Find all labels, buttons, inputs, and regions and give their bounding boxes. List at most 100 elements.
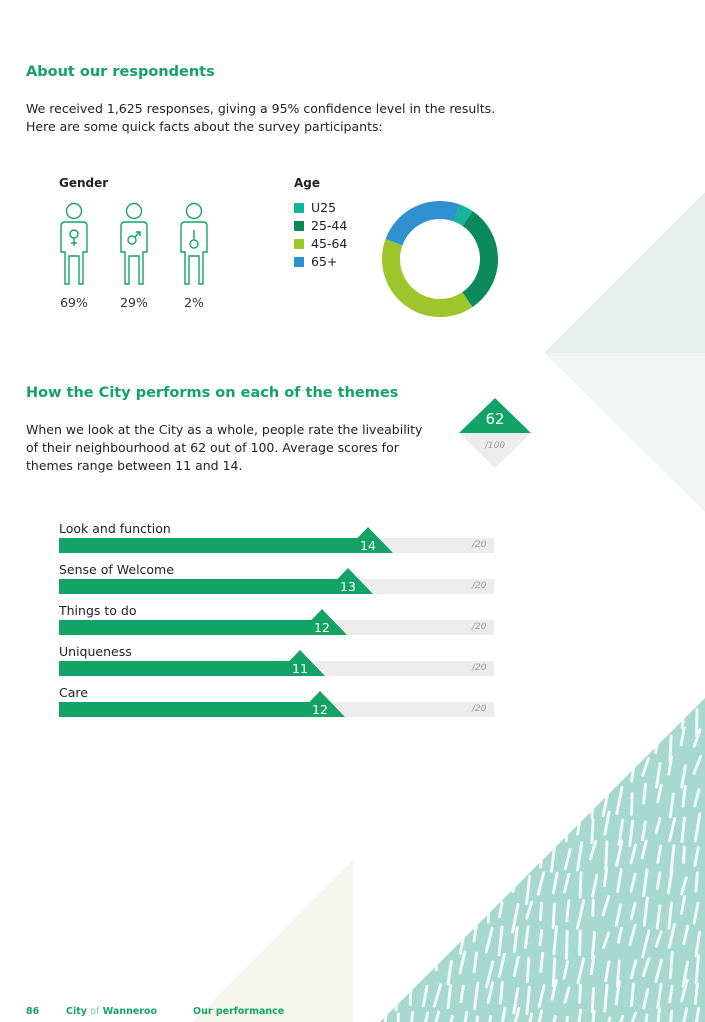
- brush-stroke: [615, 959, 621, 988]
- page-number: 86: [26, 1006, 40, 1017]
- brush-stroke: [576, 784, 583, 806]
- brush-stroke: [551, 871, 559, 895]
- brush-stroke: [604, 960, 611, 983]
- brush-stroke: [549, 761, 557, 791]
- theme-bar-score: 11: [292, 661, 308, 676]
- brush-stroke: [563, 872, 571, 894]
- brush-stroke: [679, 1007, 689, 1022]
- brush-stroke: [563, 847, 572, 871]
- theme-bar-label: Sense of Welcome: [59, 562, 174, 577]
- brush-stroke: [419, 727, 426, 757]
- brush-stroke: [603, 983, 609, 1013]
- brush-stroke: [461, 811, 466, 833]
- brush-stroke: [381, 924, 389, 956]
- brush-stroke: [472, 899, 478, 930]
- age-title: Age: [294, 176, 321, 190]
- legend-label: 65+: [311, 254, 338, 269]
- brush-stroke: [549, 1015, 557, 1022]
- brush-stroke: [487, 732, 493, 756]
- brush-stroke: [523, 703, 532, 727]
- brush-stroke: [681, 960, 690, 988]
- brush-stroke: [667, 755, 673, 776]
- brush-stroke: [642, 868, 649, 898]
- brush-stroke: [642, 1013, 649, 1022]
- themes-heading: How the City performs on each of the the…: [26, 385, 399, 401]
- theme-bar-fill: [59, 538, 368, 553]
- brush-stroke: [394, 928, 401, 946]
- brush-stroke: [446, 960, 453, 986]
- brush-stroke: [511, 733, 518, 751]
- brush-stroke: [577, 756, 585, 782]
- brush-stroke: [549, 792, 559, 811]
- brush-stroke: [629, 982, 635, 1008]
- brush-stroke: [498, 981, 504, 1005]
- brush-stroke: [562, 960, 569, 980]
- brush-stroke: [395, 952, 403, 976]
- brush-stroke: [407, 871, 414, 890]
- brush-stroke: [550, 842, 557, 873]
- brush-stroke: [407, 727, 417, 756]
- brush-stroke: [576, 957, 586, 985]
- theme-bar-label: Look and function: [59, 521, 171, 536]
- brush-stroke: [473, 981, 480, 1011]
- brush-stroke: [407, 895, 414, 918]
- brush-stroke: [486, 898, 491, 924]
- brush-stroke: [616, 756, 624, 784]
- brush-stroke: [432, 983, 443, 1008]
- overall-score-diamond: [459, 398, 531, 468]
- brush-stroke: [446, 984, 452, 1010]
- brush-stroke: [551, 902, 556, 930]
- brush-stroke: [680, 876, 688, 896]
- brush-stroke: [591, 873, 599, 898]
- footer-city-logo: City of Wanneroo: [66, 1006, 157, 1017]
- female-percentage: 69%: [60, 295, 88, 310]
- theme-bar-label: Things to do: [59, 603, 137, 618]
- brush-stroke: [667, 923, 676, 949]
- brush-stroke: [433, 874, 440, 895]
- brush-stroke: [473, 816, 481, 836]
- brush-stroke: [408, 754, 416, 774]
- brush-stroke: [484, 811, 494, 835]
- brush-stroke: [447, 761, 453, 786]
- brush-stroke: [680, 816, 686, 843]
- donut-slice-65-: [385, 201, 460, 246]
- brush-stroke: [576, 841, 584, 872]
- brush-stroke: [694, 954, 700, 985]
- brush-stroke: [393, 727, 402, 748]
- brush-stroke: [550, 728, 557, 760]
- brush-stroke: [510, 1006, 521, 1022]
- donut-slice-45-64: [382, 239, 473, 317]
- age-donut-chart: [382, 201, 498, 317]
- brush-stroke: [642, 896, 649, 927]
- theme-bar-max: /20: [472, 663, 487, 673]
- brush-stroke: [511, 817, 520, 839]
- brush-stroke: [525, 841, 530, 866]
- gender-title: Gender: [59, 176, 109, 190]
- brush-stroke: [422, 899, 429, 927]
- brush-stroke: [695, 708, 699, 738]
- brush-stroke: [578, 929, 582, 957]
- brush-stroke: [394, 792, 402, 814]
- brush-stroke: [525, 1012, 534, 1022]
- brush-stroke: [474, 734, 480, 763]
- brush-stroke: [448, 791, 454, 822]
- brush-stroke: [461, 1010, 469, 1022]
- brush-stroke: [654, 958, 664, 984]
- brush-stroke: [485, 755, 493, 780]
- brush-stroke: [604, 703, 610, 732]
- brush-stroke: [498, 901, 504, 919]
- brush-stroke: [525, 900, 534, 920]
- brush-stroke: [461, 730, 468, 761]
- brush-stroke: [432, 756, 440, 781]
- brush-stroke: [667, 1009, 674, 1022]
- brush-stroke: [512, 986, 520, 1015]
- brush-stroke: [408, 983, 413, 1007]
- brush-stroke: [446, 731, 453, 753]
- overall-score-value: 62: [485, 410, 505, 428]
- brush-stroke: [499, 812, 505, 844]
- brush-stroke: [563, 763, 572, 788]
- brush-stroke: [614, 980, 621, 1006]
- brush-stroke: [395, 754, 403, 778]
- brush-stroke: [381, 898, 390, 924]
- legend-swatch: [294, 202, 304, 213]
